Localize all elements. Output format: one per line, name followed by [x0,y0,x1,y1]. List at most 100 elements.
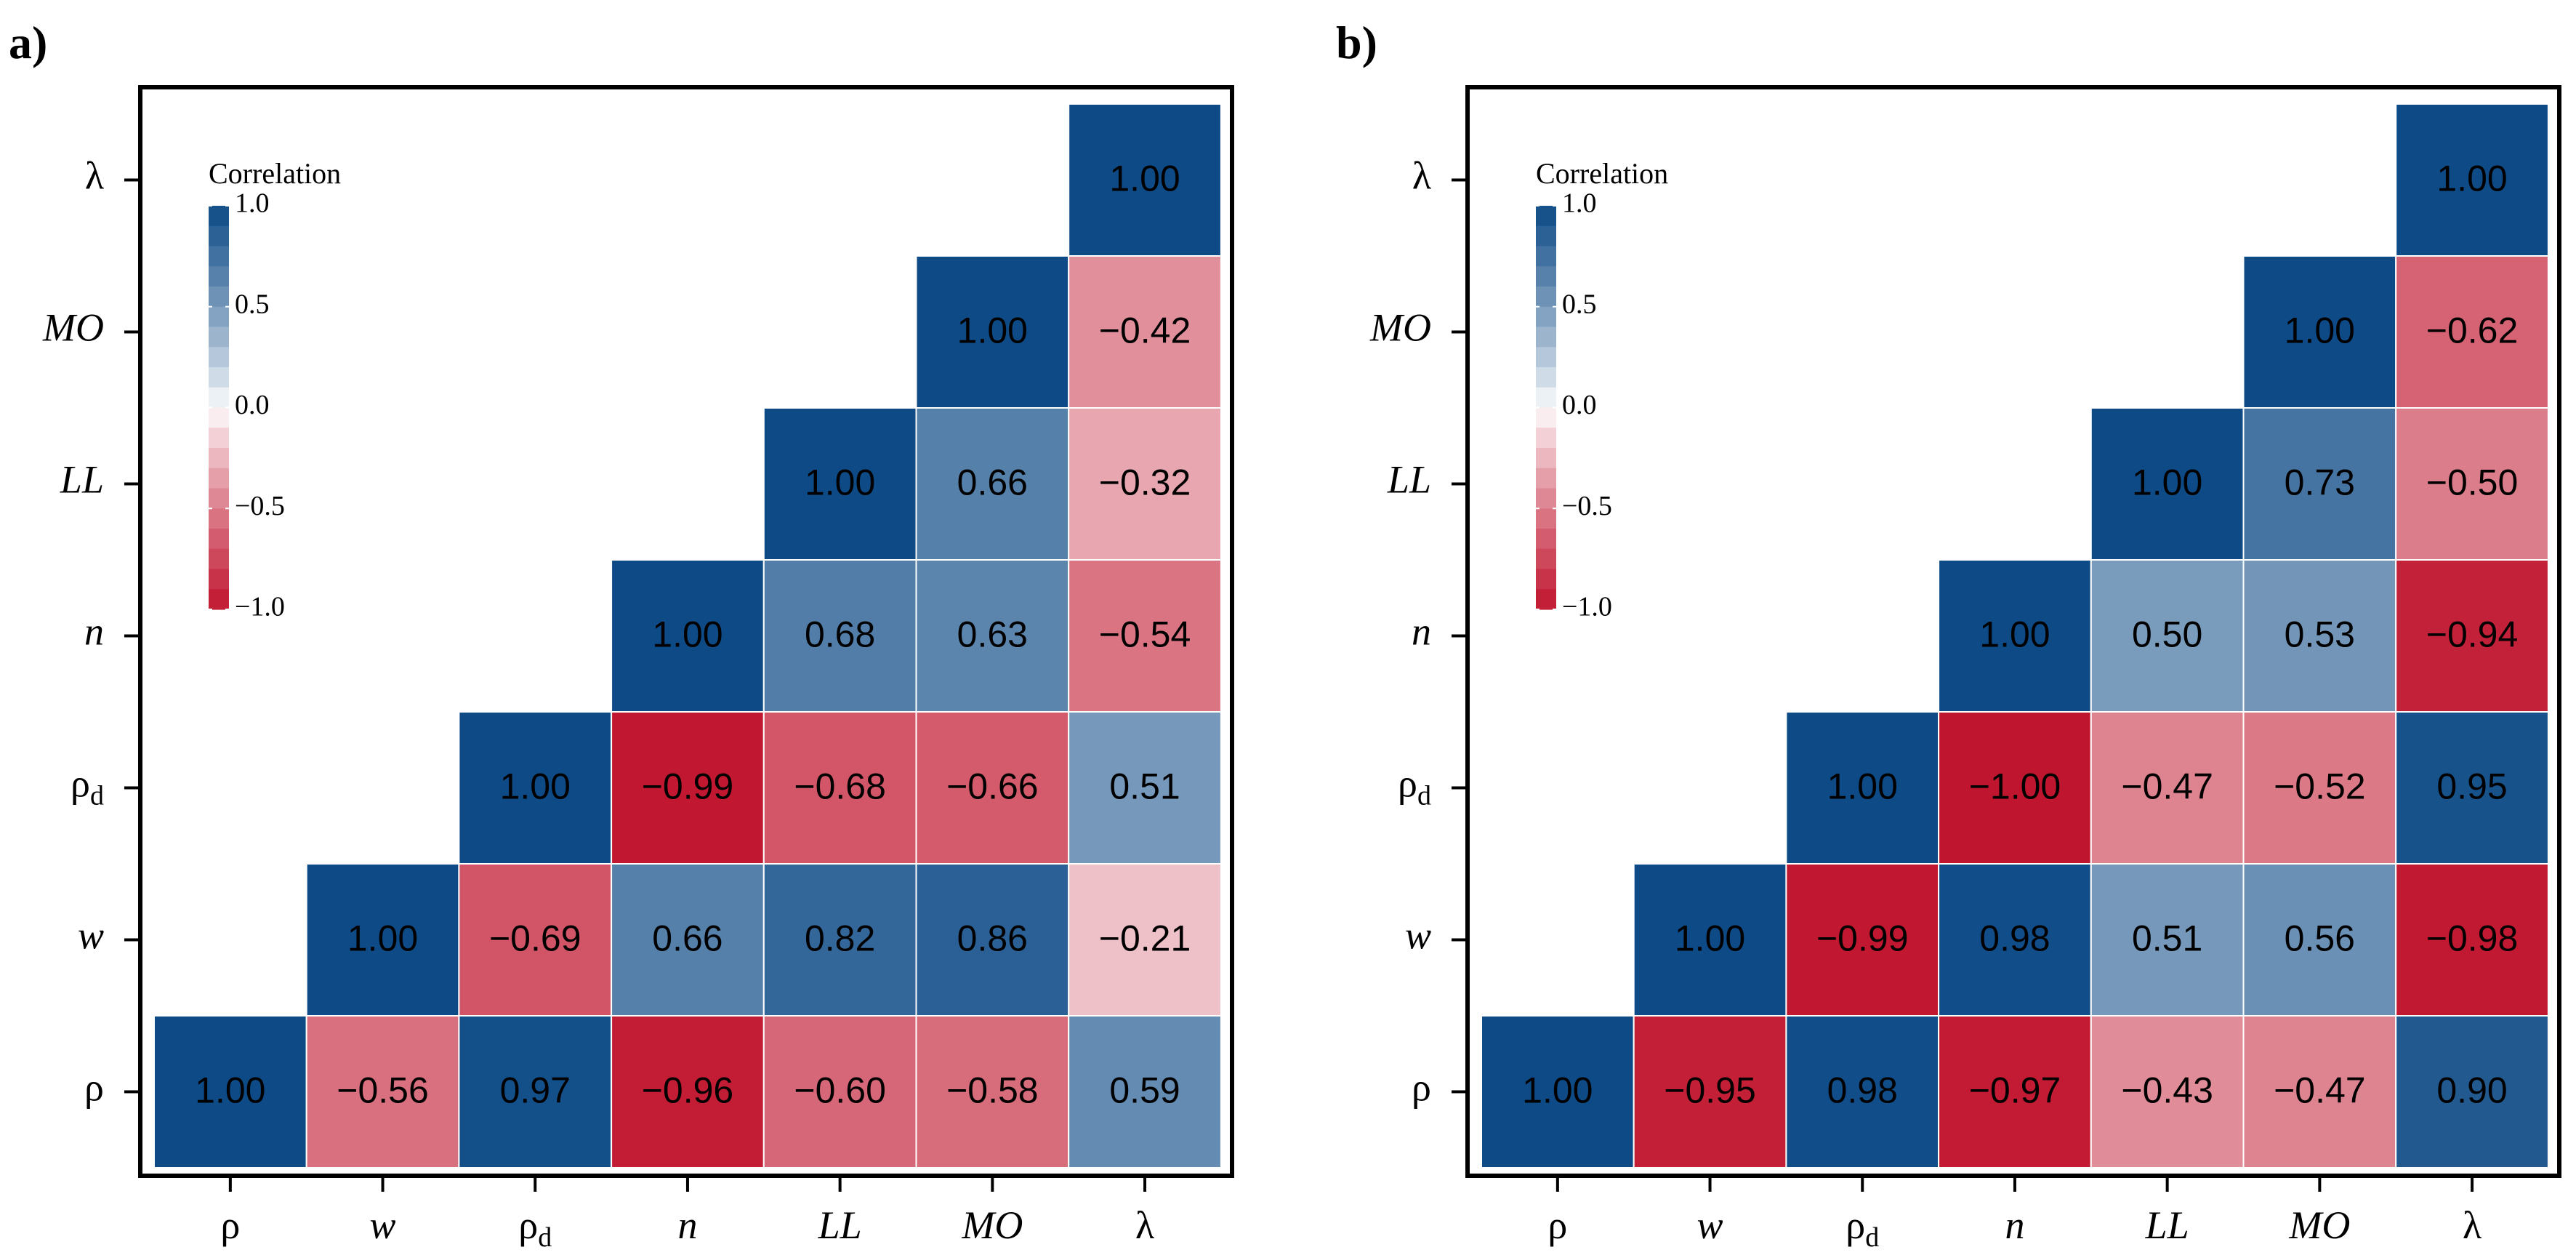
heatmap-cell [458,863,613,1017]
cell-value-label: −0.68 [794,766,886,807]
legend-color-step [1536,468,1556,489]
cell-value-label: 0.95 [2436,766,2507,807]
heatmap-cell [305,1015,460,1168]
x-tick-label-2: ρd [518,1203,552,1252]
legend-color-step [209,286,229,308]
legend-color-step [1536,206,1556,227]
x-tick-label-3: n [677,1203,697,1247]
x-tick-label-2-subscript: d [1865,1222,1879,1253]
legend-color-step [1536,306,1556,328]
heatmap-cell [2395,255,2549,409]
legend-color-step [1536,246,1556,267]
cell-value-label: −0.99 [642,766,734,807]
cell-value-label: 0.86 [957,918,1028,959]
legend-color-step [209,448,229,469]
legend-color-step [209,589,229,610]
y-tick-label-4-symbol: LL [60,458,104,502]
legend-color-step [209,387,229,409]
legend-color-step [1536,367,1556,388]
heatmap-cell [762,1015,917,1168]
heatmap-cell [2395,559,2549,713]
heatmap-cell [762,863,917,1017]
legend-color-step [209,488,229,509]
legend-color-step [209,569,229,590]
heatmap-cells: 1.00 −0.56 0.97 −0.96 −0.60 −0.58 0.59 1.00 −0.6… [153,103,1222,1168]
y-tick-label-5: MO [42,306,104,350]
heatmap-cell [2242,711,2397,865]
heatmap-cell [2242,1015,2397,1168]
cell-value-label: 0.66 [957,462,1028,503]
x-tick-label-5-symbol: MO [961,1203,1023,1247]
legend-tick-label: −1.0 [1562,592,1612,622]
heatmap-cell [611,863,765,1017]
x-tick-label-6-symbol: λ [1135,1203,1154,1247]
heatmap-cell [2395,711,2549,865]
legend-tick-label: 1.0 [235,188,270,219]
heatmap-cell [611,559,765,713]
cell-value-label: 1.00 [500,766,571,807]
heatmap-cell [1938,559,2092,713]
legend-tick-label: −0.5 [1562,491,1612,521]
cell-value-label: 0.68 [805,614,875,655]
y-tick-label-4: LL [1387,458,1431,502]
legend-color-step [209,548,229,570]
cell-value-label: 1.00 [195,1070,265,1111]
heatmap-cell [611,711,765,865]
y-tick-label-5-symbol: MO [42,306,104,350]
y-tick-label-2-symbol: ρ [1398,762,1417,806]
y-tick-label-1: w [1405,914,1431,958]
heatmap-cell [915,407,1070,561]
y-tick-label-6: λ [1412,154,1431,198]
x-tick-label-1-symbol: w [370,1203,396,1247]
cell-value-label: 0.82 [805,918,875,959]
cell-value-label: 0.98 [1979,918,2050,959]
cell-value-label: 0.59 [1109,1070,1180,1111]
cell-value-label: 1.00 [957,310,1028,351]
y-tick-label-1-symbol: w [1405,914,1431,958]
legend-tick-label: 0.0 [235,390,270,420]
cell-value-label: −0.60 [794,1070,886,1111]
heatmap-cell [1633,863,1787,1017]
cell-value-label: −0.95 [1664,1070,1756,1111]
y-tick-label-5: MO [1369,306,1431,350]
y-tick-label-6-symbol: λ [85,154,104,198]
x-tick-label-4-symbol: LL [2145,1203,2189,1247]
legend-tick-label: 1.0 [1562,188,1597,219]
y-tick-label-3: n [84,610,104,654]
cell-value-label: 0.98 [1827,1070,1898,1111]
heatmap-cell [305,863,460,1017]
cell-value-label: 1.00 [1979,614,2050,655]
y-tick-label-3: n [1412,610,1431,654]
heatmap-cell [1068,559,1222,713]
y-tick-label-6: λ [85,154,104,198]
legend-color-step [1536,266,1556,287]
cell-value-label: −0.96 [642,1070,734,1111]
heatmap-cell [2395,863,2549,1017]
legend-color-step [1536,488,1556,509]
heatmap-cell [1068,103,1222,257]
y-tick-label-0-symbol: ρ [84,1066,104,1110]
cell-value-label: 1.00 [1522,1070,1593,1111]
cell-value-label: 0.53 [2285,614,2355,655]
legend-color-step [1536,347,1556,368]
y-tick-label-2-subscript: d [1417,780,1431,811]
cell-value-label: −0.50 [2426,462,2519,503]
cell-value-label: 1.00 [805,462,875,503]
legend-title: Correlation [1536,157,1668,190]
cell-value-label: 1.00 [2285,310,2355,351]
legend-tick-label: −0.5 [235,491,285,521]
y-tick-label-1: w [78,914,104,958]
x-tick-label-2-symbol: ρ [1846,1203,1865,1247]
legend-color-step [209,306,229,328]
legend-color-step [209,508,229,529]
heatmap-cell [1068,255,1222,409]
legend-tick-label: 0.5 [235,289,270,319]
heatmap-cell [153,1015,307,1168]
cell-value-label: −0.56 [337,1070,429,1111]
x-axis: ρ w ρd n LL MO λ [220,1176,1154,1253]
x-tick-label-6: λ [1135,1203,1154,1247]
x-tick-label-0-symbol: ρ [1547,1203,1567,1247]
x-axis: ρ w ρd n LL MO λ [1547,1176,2482,1253]
y-tick-label-3-symbol: n [1412,610,1431,654]
